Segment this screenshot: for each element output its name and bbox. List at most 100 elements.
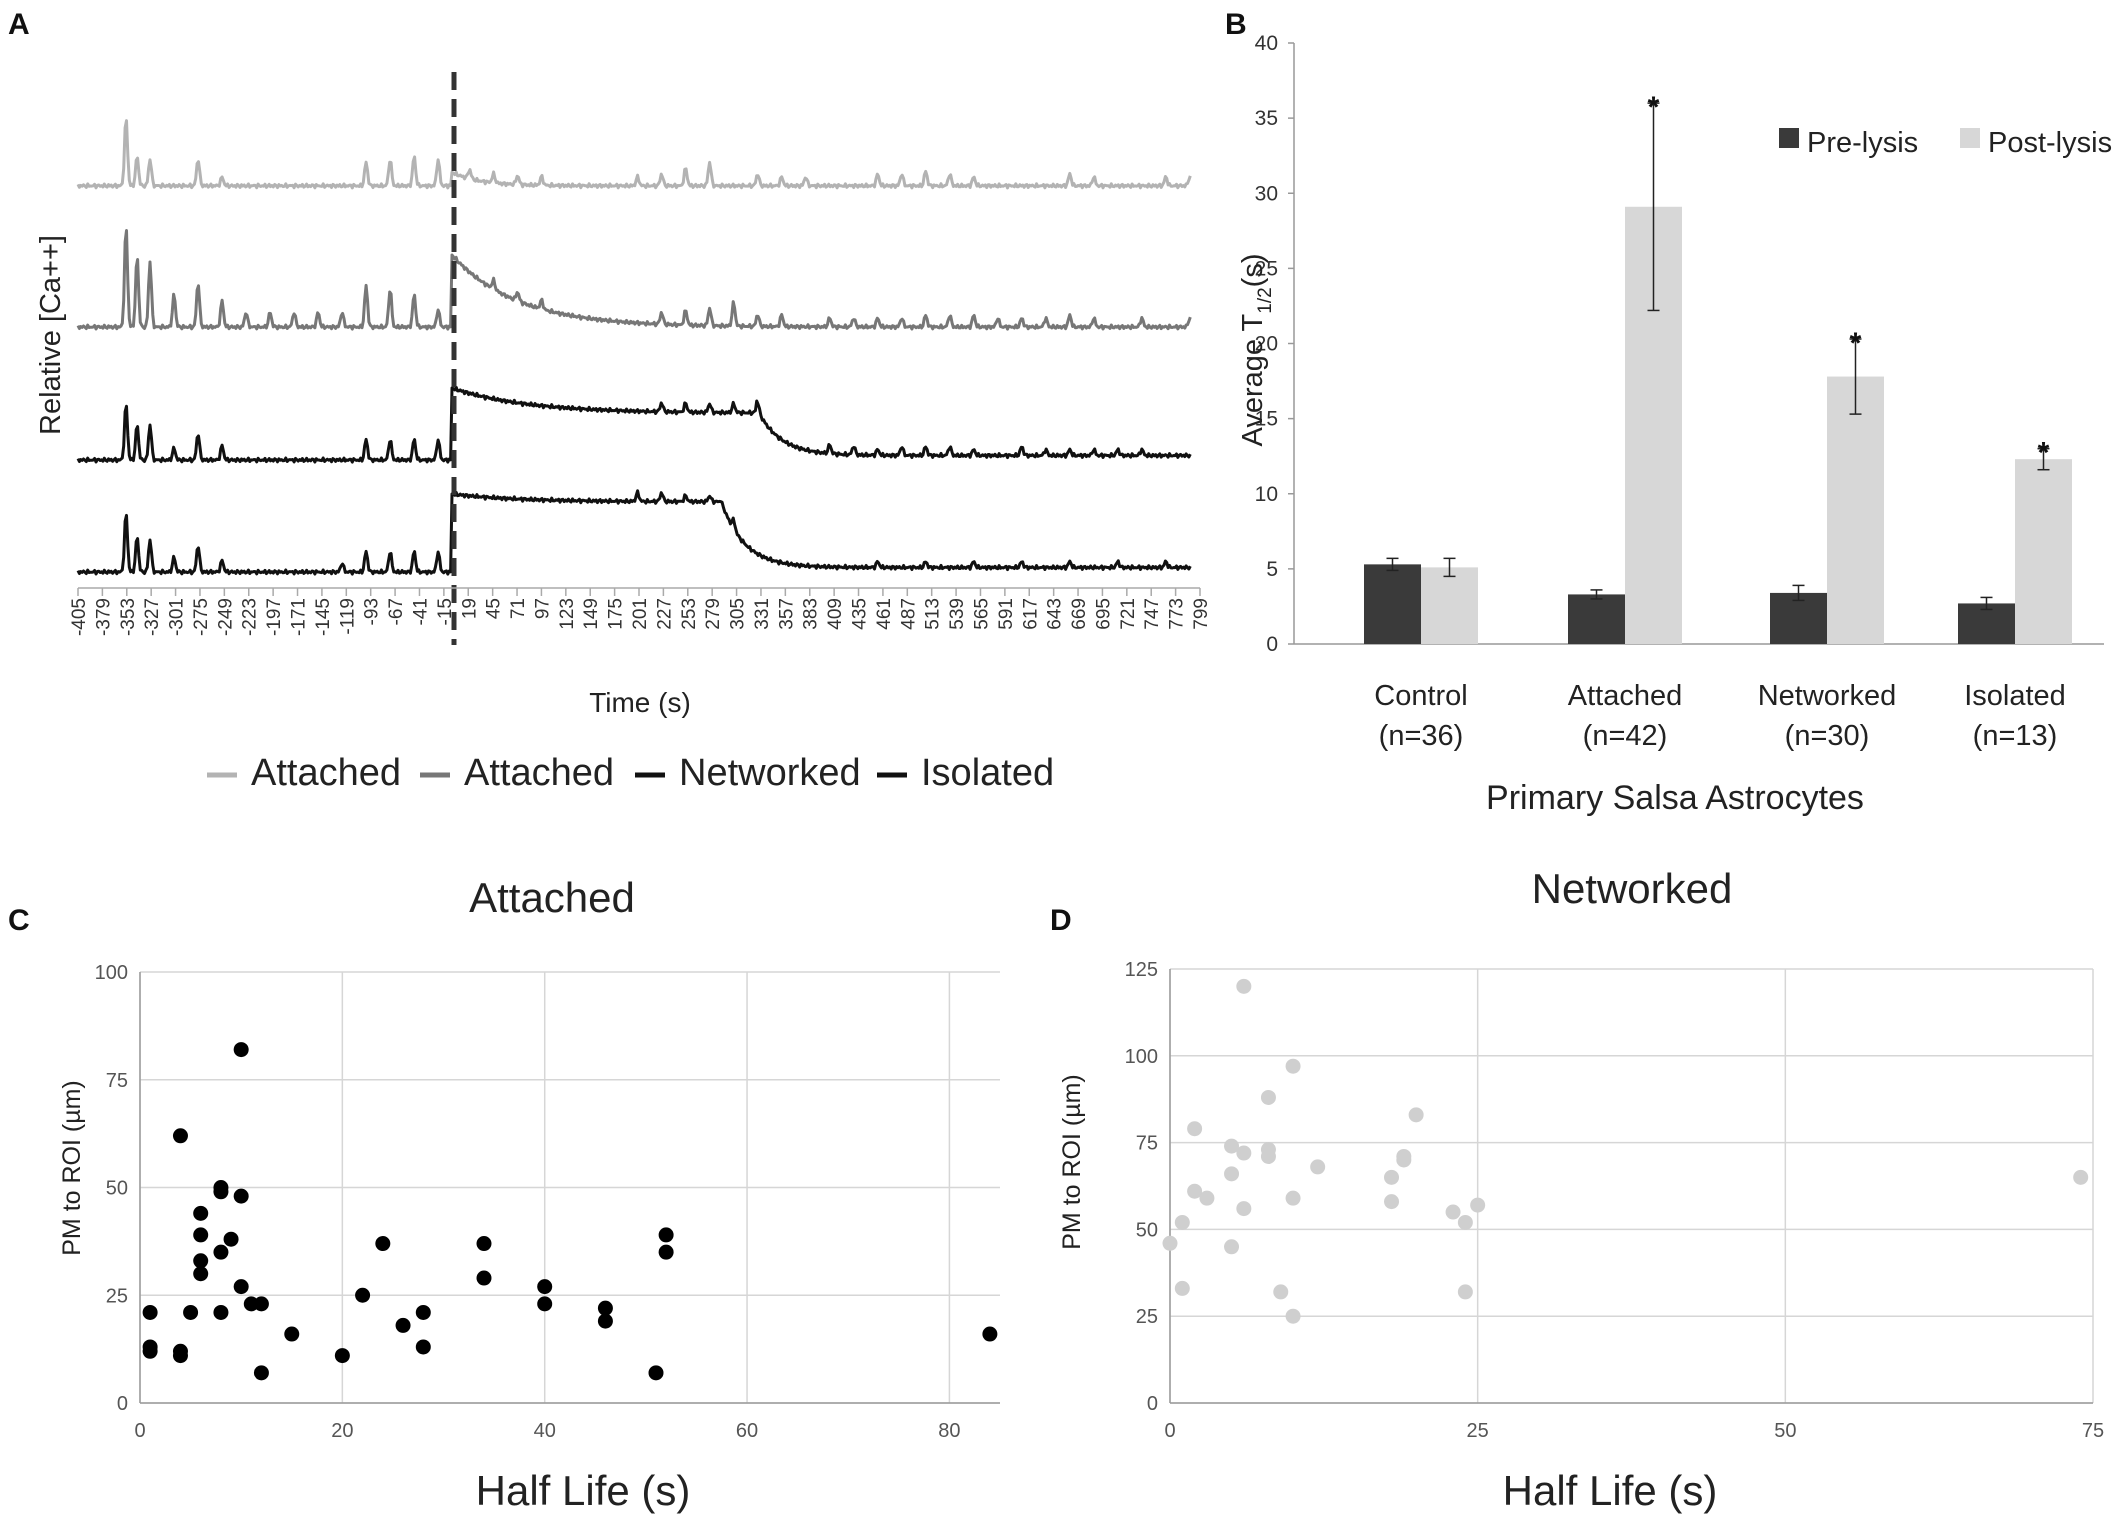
data-point	[233, 1279, 249, 1295]
panel-letter-b: B	[1225, 8, 1247, 41]
y-tick-label: 15	[1255, 408, 1278, 431]
category-n-label: (n=36)	[1379, 720, 1464, 752]
x-tick-label: 40	[534, 1420, 556, 1442]
chart-title: Networked	[1532, 865, 1733, 912]
data-point	[1236, 1201, 1252, 1217]
category-labels: Control (n=36) Attached (n=42) Networked (n=3…	[1374, 680, 2066, 752]
data-point	[1384, 1169, 1400, 1185]
x-tick-label: -171	[289, 598, 310, 636]
data-point	[658, 1227, 674, 1243]
x-tick-label: -275	[191, 598, 212, 636]
x-tick-label: -41	[410, 598, 431, 625]
significance-star: *	[1648, 91, 1660, 124]
panel-letter-c: C	[8, 904, 30, 937]
x-tick-label: 80	[938, 1420, 960, 1442]
data-point	[193, 1205, 209, 1221]
data-point	[172, 1348, 188, 1364]
x-tick-label: 201	[630, 598, 651, 630]
chart-b-bar-chart: 0 5 10 15 20 25 30 35 40 * * * Control (n=36) Attach…	[1237, 32, 2112, 817]
bar-post-lysis-isolated	[2015, 459, 2072, 644]
y-tick-label: 125	[1125, 959, 1158, 981]
bar-pre-lysis-control	[1364, 564, 1421, 644]
x-axis-label: Half Life (s)	[1503, 1467, 1718, 1514]
data-point	[1260, 1089, 1276, 1105]
y-tick-label: 50	[1136, 1219, 1158, 1241]
data-point	[1310, 1159, 1326, 1175]
x-tick-label: 461	[874, 598, 895, 630]
y-tick-label: 75	[1136, 1133, 1158, 1155]
data-point	[253, 1296, 269, 1312]
category-n-label: (n=30)	[1785, 720, 1870, 752]
data-point	[355, 1287, 371, 1303]
data-point	[2073, 1169, 2089, 1185]
bar-post-lysis-networked	[1827, 376, 1884, 644]
y-tick-label: 5	[1266, 558, 1278, 581]
legend-label: Attached	[251, 752, 401, 794]
plot-area: 0 25 50 75 100 125 0 25 50 75	[1125, 959, 2105, 1442]
y-tick-label: 30	[1255, 182, 1278, 205]
panel-letter-d: D	[1050, 904, 1072, 937]
y-axis-label-unit: (s)	[1237, 254, 1269, 288]
x-tick-label: 175	[606, 598, 627, 630]
plot-area: 0 25 50 75 100 0 20 40 60 80	[95, 962, 1000, 1442]
x-tick-label: -379	[93, 598, 114, 636]
category-n-label: (n=13)	[1973, 720, 2058, 752]
x-tick-label: 383	[801, 598, 822, 630]
data-point	[537, 1279, 553, 1295]
x-axis-label: Time (s)	[589, 687, 691, 718]
data-point	[253, 1365, 269, 1381]
significance-star: *	[2038, 437, 2050, 470]
chart-a-calcium-traces: -405 -379 -353 -327 -301 -275 -249 -223 -197 -171…	[35, 72, 1212, 794]
data-point	[1457, 1284, 1473, 1300]
y-tick-label: 75	[106, 1070, 128, 1092]
trace-attached-4	[76, 489, 1192, 576]
legend-label: Networked	[679, 752, 861, 794]
legend-label: Pre-lysis	[1807, 127, 1918, 159]
x-axis: -405 -379 -353 -327 -301 -275 -249 -223 -197 -171…	[69, 587, 1212, 636]
data-point	[1273, 1284, 1289, 1300]
trace-group	[76, 119, 1192, 576]
chart-title: Attached	[469, 874, 635, 921]
y-axis-label-sub: 1/2	[1255, 287, 1276, 313]
trace-attached-3	[76, 385, 1192, 464]
data-point	[1162, 1235, 1178, 1251]
trace-networked-2	[76, 229, 1192, 331]
x-tick-label: -405	[69, 598, 90, 636]
x-tick-label: -197	[264, 598, 285, 636]
data-point	[597, 1313, 613, 1329]
y-tick-label: 50	[106, 1178, 128, 1200]
data-point	[1187, 1121, 1203, 1137]
x-tick-label: -353	[118, 598, 139, 636]
legend-swatch	[1960, 128, 1980, 148]
y-tick-label: 20	[1255, 333, 1278, 356]
data-point	[1445, 1204, 1461, 1220]
x-tick-label: 721	[1118, 598, 1139, 630]
legend-label: Post-lysis	[1988, 127, 2112, 159]
data-point	[1224, 1138, 1240, 1154]
legend-label: Attached	[464, 752, 614, 794]
chart-d-scatter-networked: Networked 0 25 50 75 100 125 0 25 50 75 PM to ROI…	[1058, 865, 2104, 1514]
x-tick-label: -67	[386, 598, 407, 625]
data-point	[1174, 1214, 1190, 1230]
category-label: Attached	[1568, 680, 1682, 712]
data-point	[213, 1304, 229, 1320]
x-tick-label: 253	[679, 598, 700, 630]
x-tick-label: 357	[776, 598, 797, 630]
y-axis-label: PM to ROI (µm)	[1058, 1074, 1086, 1250]
x-tick-label: -119	[337, 598, 358, 635]
data-point	[1260, 1148, 1276, 1164]
data-point	[193, 1266, 209, 1282]
data-point	[415, 1339, 431, 1355]
x-tick-label: 60	[736, 1420, 758, 1442]
x-tick-label: 669	[1069, 598, 1090, 630]
y-tick-label: 40	[1255, 32, 1278, 55]
bar-post-lysis-control	[1421, 567, 1478, 644]
x-tick-label: 123	[557, 598, 578, 630]
significance-star: *	[1850, 327, 1862, 360]
x-tick-label: -301	[167, 598, 188, 636]
y-axis-label: PM to ROI (µm)	[58, 1080, 86, 1256]
y-tick-label: 25	[106, 1285, 128, 1307]
data-point	[1285, 1190, 1301, 1206]
x-tick-label: 487	[898, 598, 919, 630]
